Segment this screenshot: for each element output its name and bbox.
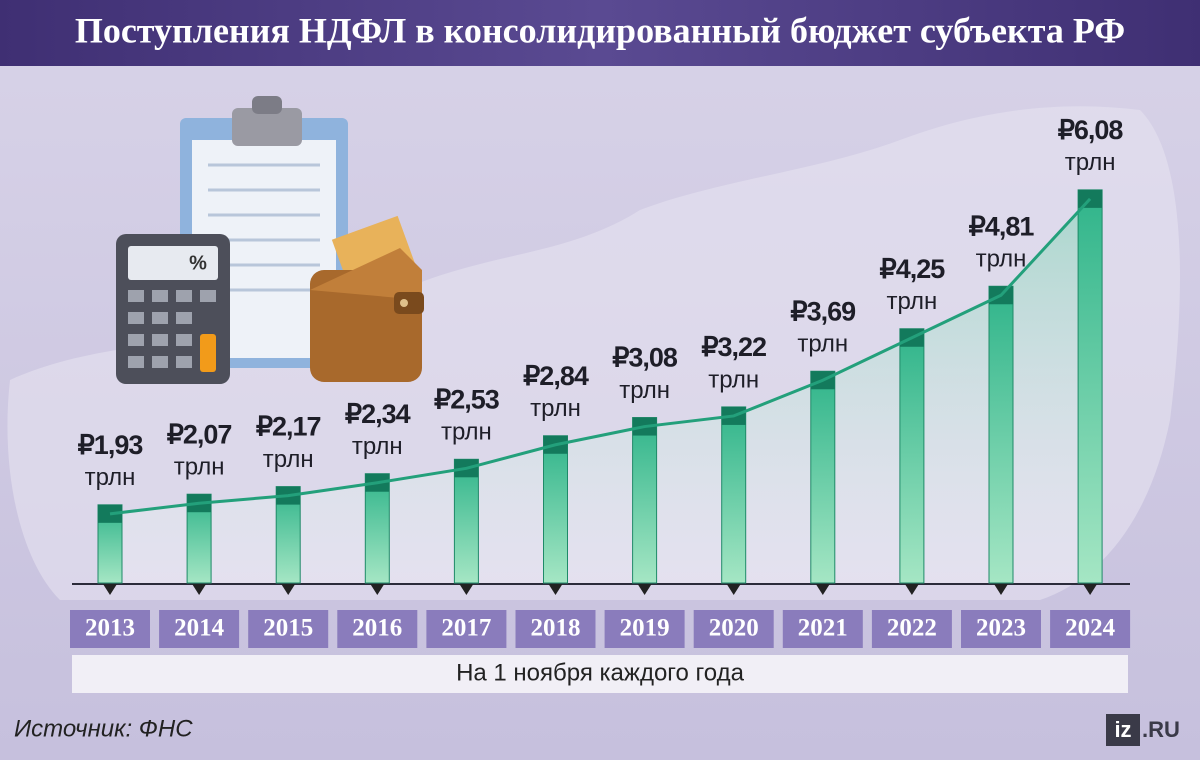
category-box (1050, 610, 1131, 648)
x-tick-label: 2024 (1065, 615, 1116, 642)
x-tick-label: 2019 (620, 615, 670, 642)
unit-label: трлн (174, 454, 225, 481)
unit-label: трлн (797, 331, 848, 358)
logo-box (1106, 714, 1140, 746)
trend-line (109, 197, 1092, 516)
x-tick-label: 2017 (441, 615, 491, 642)
x-tick-label: 2023 (976, 615, 1026, 642)
category-box (337, 610, 418, 648)
x-tick-label: 2018 (531, 615, 581, 642)
category-box (693, 610, 774, 648)
tick-arrow (1083, 584, 1098, 595)
source: Источник: ФНС (14, 715, 193, 742)
tick-arrow (370, 584, 385, 595)
bar (543, 435, 568, 584)
bar (1077, 189, 1103, 584)
note: На 1 ноября каждого года (456, 659, 745, 686)
category-box (782, 610, 863, 648)
unit-label: трлн (85, 464, 136, 491)
value-label: ₽3,08 (612, 343, 678, 373)
x-tick-label: 2015 (263, 615, 313, 642)
value-label: ₽2,34 (345, 399, 411, 429)
bar (721, 406, 747, 584)
tick-arrow (192, 584, 207, 595)
unit-label: трлн (708, 366, 759, 393)
value-label: ₽2,07 (167, 419, 232, 449)
category-box (426, 610, 507, 648)
value-label: ₽2,17 (256, 412, 321, 442)
tick-arrow (726, 584, 741, 595)
unit-label: трлн (441, 419, 492, 446)
calculator-icon: % (116, 234, 230, 384)
x-tick-label: 2013 (85, 615, 135, 642)
x-tick-label: 2016 (352, 615, 402, 642)
bar (453, 458, 479, 584)
category-box (248, 610, 329, 648)
logo-text: .RU (1142, 717, 1180, 742)
unit-label: трлн (263, 446, 314, 473)
svg-text:%: % (189, 252, 207, 274)
value-label: ₽2,84 (523, 361, 589, 391)
category-box (604, 610, 685, 648)
tick-arrow (994, 584, 1008, 595)
value-label: ₽4,81 (969, 211, 1035, 241)
value-label: ₽2,53 (434, 384, 500, 414)
value-label: ₽4,25 (880, 254, 946, 284)
category-box (70, 610, 150, 648)
tick-arrow (548, 584, 563, 595)
unit-label: трлн (1065, 149, 1116, 176)
value-label: ₽3,69 (790, 296, 856, 326)
tick-arrow (637, 584, 652, 595)
x-tick-label: 2020 (709, 615, 759, 642)
category-box (515, 610, 596, 648)
unit-label: трлн (619, 377, 670, 404)
bar (810, 370, 836, 584)
bar (988, 285, 1014, 584)
value-label: ₽1,93 (78, 430, 144, 460)
value-label: ₽3,22 (701, 332, 766, 362)
note-box (72, 655, 1128, 693)
unit-label: трлн (976, 246, 1027, 273)
bar (364, 473, 390, 584)
unit-label: трлн (352, 433, 403, 460)
value-label: ₽6,08 (1058, 115, 1124, 145)
bar (899, 328, 925, 584)
category-box (961, 610, 1041, 648)
unit-label: трлн (530, 395, 581, 422)
bar (632, 417, 658, 584)
tick-arrow (281, 584, 296, 595)
wallet-icon (310, 215, 424, 382)
category-box (159, 610, 240, 648)
category-box (871, 610, 952, 648)
chart-title: Поступления НДФЛ в консолидированный бюд… (75, 10, 1125, 50)
tick-arrow (103, 584, 117, 595)
title-band (0, 0, 1200, 66)
tick-arrow (459, 584, 474, 595)
unit-label: трлн (887, 288, 938, 315)
x-tick-label: 2014 (174, 615, 225, 642)
tick-arrow (815, 584, 830, 595)
logo-mark: iz (1114, 717, 1131, 742)
x-tick-label: 2022 (887, 615, 937, 642)
tick-arrow (904, 584, 919, 595)
x-tick-label: 2021 (798, 615, 848, 642)
